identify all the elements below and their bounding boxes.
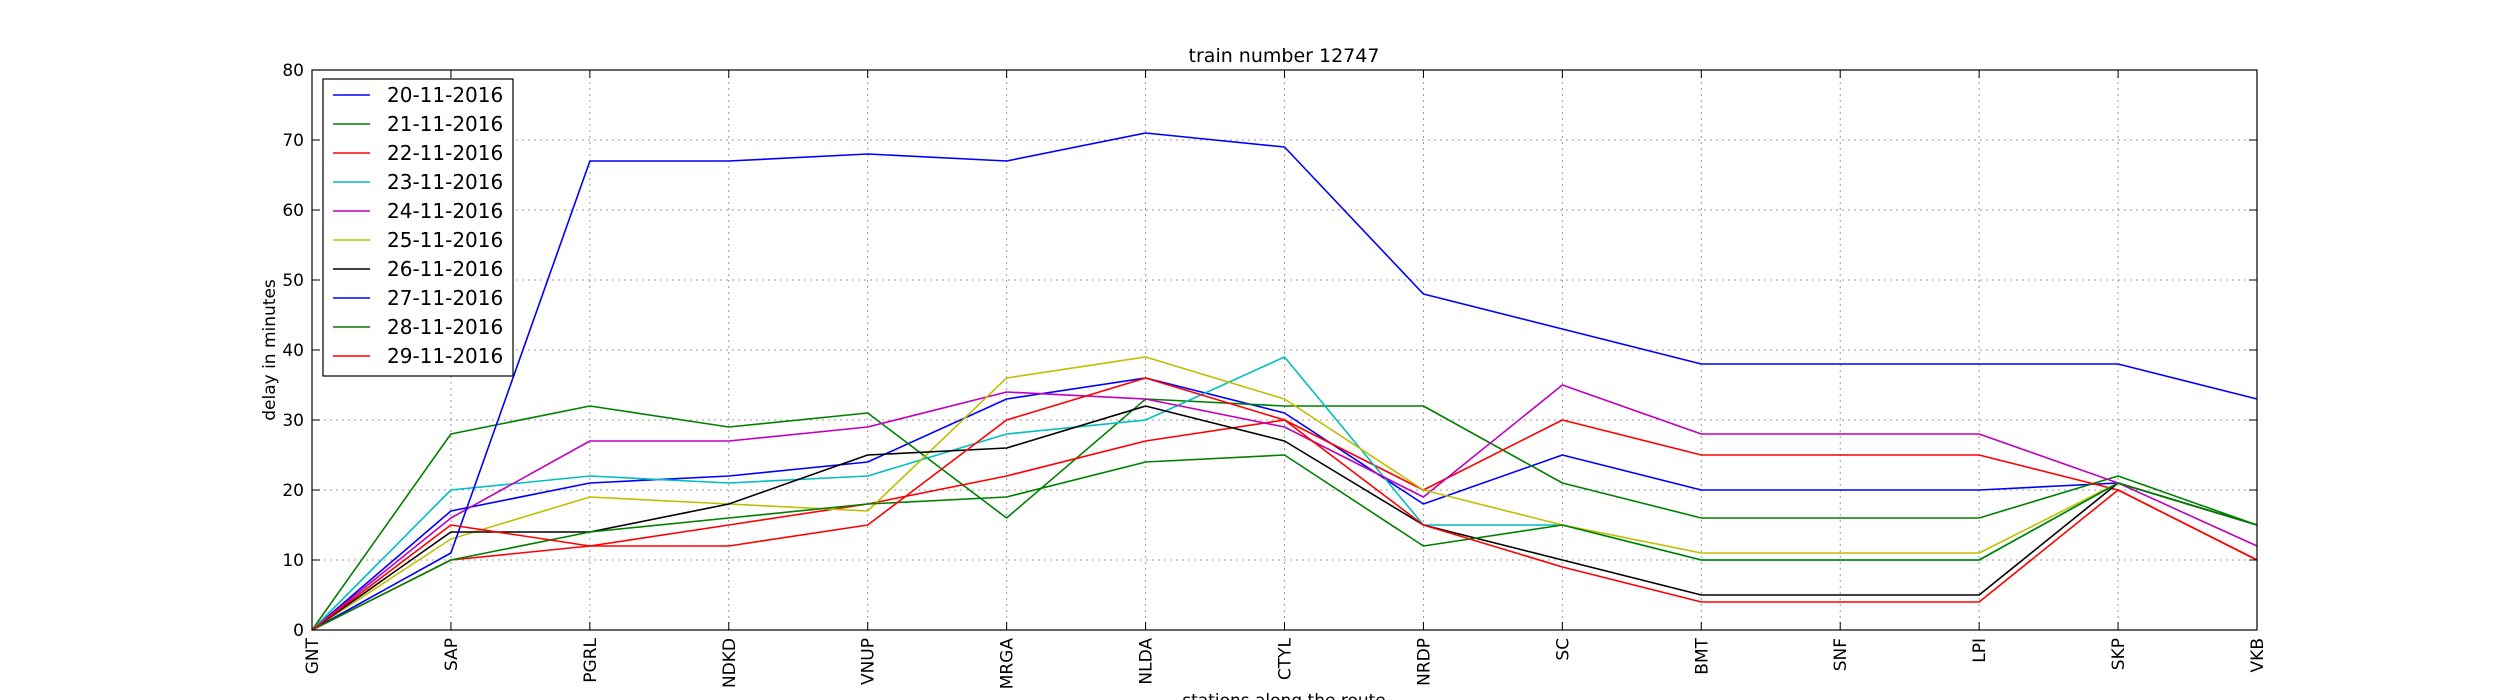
series-line [311, 356, 2258, 631]
x-tick-label: CTYL [1276, 637, 1296, 680]
legend-label: 24-11-2016 [387, 199, 503, 223]
y-tick-label: 50 [282, 271, 304, 291]
chart-title: train number 12747 [1189, 45, 1380, 67]
legend: 20-11-2016 21-11-2016 22-11-2016 23-11-2016… [322, 78, 514, 377]
x-tick-label: PGRL [581, 637, 601, 682]
legend-label: 25-11-2016 [387, 228, 503, 252]
y-tick-label: 20 [282, 481, 304, 501]
x-tick-label: SAP [442, 638, 462, 671]
series-line [311, 377, 2258, 631]
x-tick-label: VKB [2248, 638, 2268, 672]
x-tick-label: SNF [1831, 638, 1851, 671]
x-tick-label: NLDA [1137, 638, 1157, 685]
x-axis-ticks: GNT SAP PGRL NDKD VNUP MRGA NLDA CTYL NRDP SC BMT S… [303, 70, 2268, 689]
x-tick-label: GNT [303, 637, 323, 674]
y-axis-label: delay in minutes [260, 279, 280, 421]
x-tick-label: VNUP [859, 638, 879, 685]
legend-label: 23-11-2016 [387, 170, 503, 194]
x-tick-label: NRDP [1414, 638, 1434, 686]
legend-label: 20-11-2016 [387, 83, 503, 107]
y-tick-label: 40 [282, 341, 304, 361]
y-tick-label: 60 [282, 201, 304, 221]
series-line [311, 377, 2258, 631]
series-line [311, 398, 2258, 631]
y-axis-ticks: 0 10 20 30 40 50 60 70 80 [282, 61, 2257, 641]
y-tick-label: 0 [293, 621, 304, 641]
y-tick-label: 30 [282, 411, 304, 431]
legend-label: 29-11-2016 [387, 344, 503, 368]
y-tick-label: 70 [282, 131, 304, 151]
x-axis-label: stations along the route [1182, 691, 1386, 700]
x-tick-label: MRGA [998, 638, 1018, 690]
series-line [311, 132, 2258, 631]
x-tick-label: SKP [2109, 638, 2129, 670]
legend-label: 21-11-2016 [387, 112, 503, 136]
x-tick-label: BMT [1692, 637, 1712, 674]
legend-label: 26-11-2016 [387, 257, 503, 281]
x-tick-label: LPI [1970, 638, 1990, 663]
series-line [311, 384, 2258, 631]
legend-label: 28-11-2016 [387, 315, 503, 339]
x-tick-label: NDKD [720, 638, 740, 688]
y-tick-label: 10 [282, 551, 304, 571]
series-line [311, 454, 2258, 631]
series-line [311, 405, 2258, 631]
legend-label: 22-11-2016 [387, 141, 503, 165]
x-tick-label: SC [1553, 638, 1573, 661]
y-tick-label: 80 [282, 61, 304, 81]
series-lines [311, 132, 2258, 631]
legend-label: 27-11-2016 [387, 286, 503, 310]
